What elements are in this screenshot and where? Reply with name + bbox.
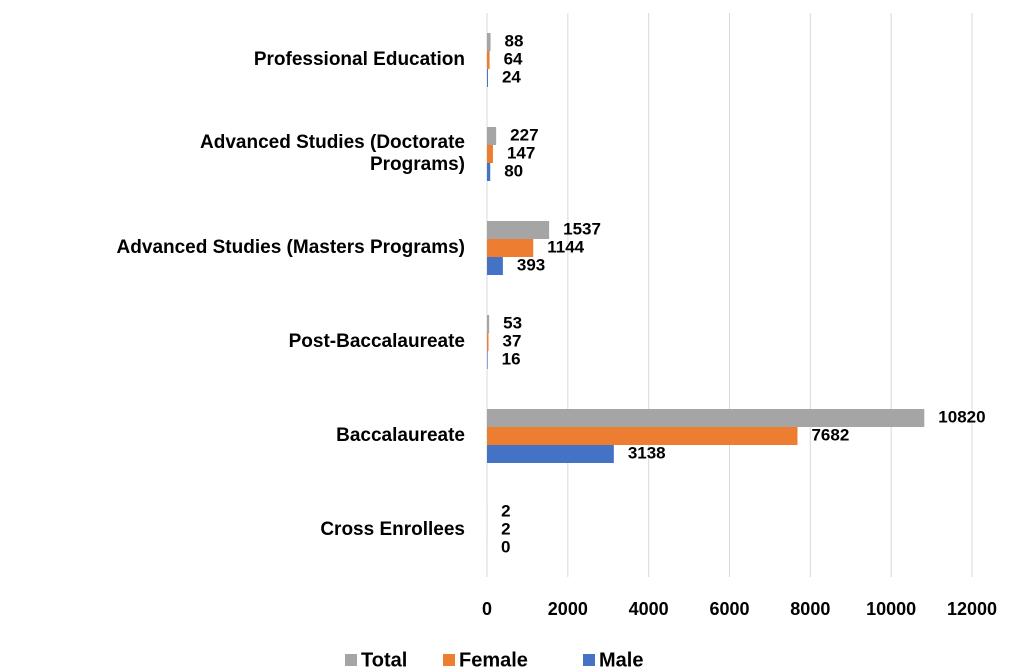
bar bbox=[487, 351, 488, 369]
data-label: 37 bbox=[502, 331, 521, 350]
data-label: 80 bbox=[504, 161, 523, 180]
bar bbox=[487, 315, 490, 333]
bar bbox=[487, 221, 550, 239]
data-label: 7682 bbox=[811, 425, 849, 444]
data-label: 53 bbox=[503, 313, 522, 332]
data-label: 24 bbox=[502, 67, 521, 86]
data-label: 0 bbox=[501, 537, 510, 556]
legend-label: Male bbox=[599, 649, 643, 671]
x-tick-label: 4000 bbox=[629, 599, 669, 619]
data-label: 227 bbox=[510, 125, 538, 144]
bar bbox=[487, 51, 490, 69]
data-label: 3138 bbox=[628, 443, 666, 462]
category-label: Professional Education bbox=[254, 49, 465, 70]
data-label: 393 bbox=[517, 255, 545, 274]
data-label: 147 bbox=[507, 143, 535, 162]
data-label: 88 bbox=[505, 31, 524, 50]
category-label: Cross Enrollees bbox=[320, 519, 465, 540]
data-label: 16 bbox=[502, 349, 521, 368]
bar bbox=[487, 445, 614, 463]
x-tick-label: 0 bbox=[482, 599, 492, 619]
legend-swatch bbox=[345, 654, 357, 666]
bar bbox=[487, 239, 534, 257]
x-tick-label: 8000 bbox=[790, 599, 830, 619]
category-label: Advanced Studies (Doctorate Programs) bbox=[200, 132, 465, 175]
bar bbox=[487, 69, 488, 87]
bar bbox=[487, 127, 497, 145]
data-label: 64 bbox=[504, 49, 523, 68]
data-label: 2 bbox=[501, 519, 510, 538]
x-tick-label: 12000 bbox=[947, 599, 997, 619]
x-tick-label: 10000 bbox=[866, 599, 916, 619]
bar bbox=[487, 333, 489, 351]
x-tick-label: 2000 bbox=[548, 599, 588, 619]
category-label: Post-Baccalaureate bbox=[289, 331, 465, 352]
legend-label: Female bbox=[459, 649, 528, 671]
data-label: 1144 bbox=[547, 237, 584, 256]
bar bbox=[487, 145, 493, 163]
bar bbox=[487, 33, 491, 51]
legend-swatch bbox=[443, 654, 455, 666]
bar bbox=[487, 163, 491, 181]
bar bbox=[487, 427, 798, 445]
data-label: 2 bbox=[501, 501, 510, 520]
x-tick-label: 6000 bbox=[709, 599, 749, 619]
legend-swatch bbox=[583, 654, 595, 666]
data-label: 1537 bbox=[563, 219, 601, 238]
legend-label: Total bbox=[361, 649, 407, 671]
category-label: Baccalaureate bbox=[336, 425, 465, 446]
category-label: Advanced Studies (Masters Programs) bbox=[117, 237, 465, 258]
bar bbox=[487, 257, 503, 275]
bar bbox=[487, 409, 925, 427]
data-label: 10820 bbox=[938, 407, 985, 426]
